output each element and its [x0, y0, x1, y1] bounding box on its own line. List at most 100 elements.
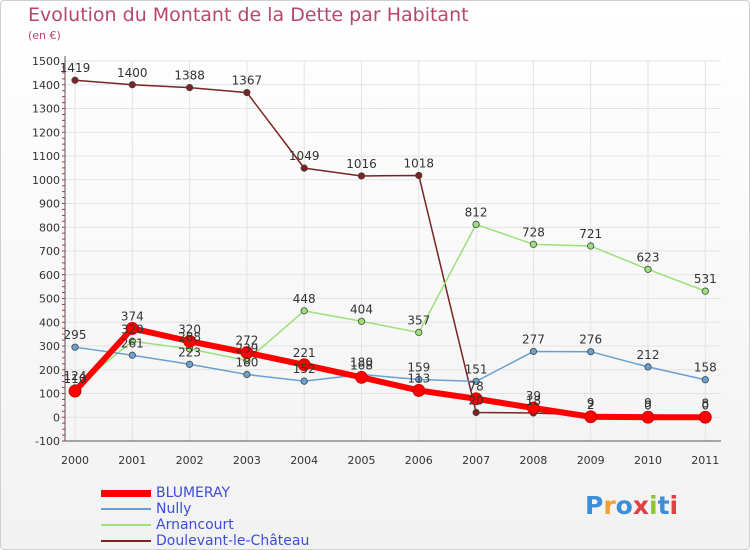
- data-label: 295: [64, 328, 87, 342]
- data-point: [698, 410, 712, 424]
- data-label: 158: [694, 361, 717, 375]
- data-point: [584, 410, 598, 424]
- data-point: [128, 351, 136, 359]
- data-label: 276: [579, 333, 602, 347]
- y-tick-label: 700: [39, 245, 60, 258]
- data-label: 110: [64, 372, 87, 386]
- data-label: 1049: [289, 149, 320, 163]
- x-tick-label: 2009: [577, 454, 605, 467]
- logo-letter: i: [669, 491, 679, 520]
- x-tick-label: 2004: [290, 454, 318, 467]
- data-label: 728: [522, 225, 545, 239]
- series-line: [74, 346, 706, 383]
- data-point: [128, 337, 136, 345]
- data-point: [186, 84, 194, 92]
- data-label: 320: [178, 322, 201, 336]
- y-tick-label: 600: [39, 269, 60, 282]
- data-label: 1388: [174, 69, 205, 83]
- data-label: 261: [121, 336, 144, 350]
- x-tick-label: 2000: [61, 454, 89, 467]
- data-label: 1016: [346, 157, 377, 171]
- data-point: [300, 164, 308, 172]
- data-point: [641, 410, 655, 424]
- data-label: 9: [644, 396, 652, 410]
- legend-label: Arnancourt: [156, 517, 234, 533]
- x-tick-label: 2006: [405, 454, 433, 467]
- data-point: [357, 172, 366, 180]
- data-point: [644, 265, 652, 273]
- data-point: [357, 317, 366, 325]
- data-label: 39: [526, 389, 541, 403]
- series-layer: [68, 76, 712, 424]
- data-label: 2: [587, 398, 595, 412]
- data-point: [183, 334, 197, 348]
- data-label: 320: [121, 322, 144, 336]
- logo-letter: t: [657, 491, 670, 520]
- logo-letter: P: [585, 491, 604, 520]
- data-point: [355, 370, 368, 384]
- data-point: [469, 392, 483, 406]
- data-label: 404: [350, 302, 373, 316]
- data-label: 20: [468, 394, 483, 408]
- x-tick-label: 2010: [634, 454, 662, 467]
- data-point: [243, 370, 251, 379]
- legend-swatch: [101, 540, 151, 542]
- data-label: 18: [526, 394, 541, 408]
- legend-item: Nully: [101, 501, 401, 517]
- data-label: 212: [637, 348, 660, 362]
- data-label: 623: [637, 250, 660, 264]
- data-point: [68, 384, 82, 398]
- data-label: 531: [694, 272, 717, 286]
- axes: -100010020030040050060070080090010001100…: [32, 55, 721, 467]
- data-label: 288: [178, 330, 201, 344]
- data-point: [300, 307, 308, 315]
- legend-item: Arnancourt: [101, 517, 401, 533]
- data-label: 221: [293, 346, 316, 360]
- y-tick-label: 900: [39, 198, 60, 211]
- data-point: [128, 81, 136, 89]
- data-label: 721: [579, 227, 602, 241]
- data-point: [587, 242, 595, 250]
- legend: BLUMERAY Nully Arnancourt Doulevant-le-Chât…: [101, 485, 401, 549]
- y-tick-label: 0: [53, 411, 60, 424]
- legend-item: Doulevant-le-Château: [101, 533, 401, 549]
- logo-letter: o: [615, 491, 633, 520]
- data-label: 374: [121, 309, 144, 323]
- data-point: [472, 220, 480, 228]
- data-point: [701, 287, 709, 295]
- legend-label: BLUMERAY: [156, 485, 231, 501]
- data-label: 812: [465, 205, 488, 219]
- y-tick-label: 100: [39, 388, 60, 401]
- data-point: [71, 76, 79, 84]
- data-point: [529, 240, 538, 248]
- data-point: [472, 408, 480, 417]
- data-point: [412, 384, 426, 397]
- data-label: 113: [407, 371, 430, 385]
- data-point: [472, 377, 480, 385]
- data-label: 8: [701, 396, 709, 410]
- data-label: 78: [468, 380, 483, 394]
- data-point: [415, 375, 423, 384]
- logo-letter: i: [649, 491, 658, 520]
- data-point: [415, 171, 423, 180]
- data-point: [240, 346, 254, 360]
- data-label: 159: [407, 360, 430, 374]
- data-label: 223: [178, 345, 201, 359]
- data-label: 272: [235, 334, 258, 348]
- data-point: [300, 377, 308, 385]
- legend-item: BLUMERAY: [101, 485, 401, 501]
- chart-unit: (en €): [28, 29, 61, 42]
- legend-label: Doulevant-le-Château: [156, 533, 310, 549]
- legend-swatch: [101, 508, 151, 510]
- data-label: 152: [293, 362, 316, 376]
- x-tick-label: 2008: [519, 454, 547, 467]
- data-point: [125, 322, 139, 335]
- y-tick-label: 500: [39, 293, 60, 306]
- data-point: [701, 376, 709, 384]
- x-tick-label: 2005: [348, 454, 376, 467]
- y-tick-label: 1400: [32, 79, 60, 92]
- legend-label: Nully: [156, 501, 192, 517]
- data-point: [527, 401, 540, 415]
